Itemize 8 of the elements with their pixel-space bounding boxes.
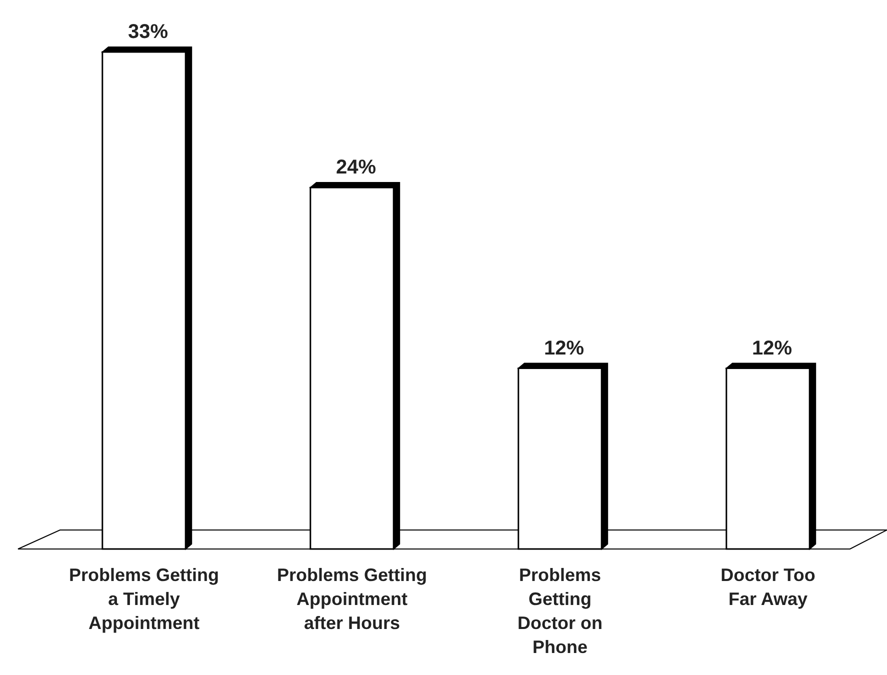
x-tick-label: Problems Getting Appointment after Hours bbox=[276, 565, 428, 633]
x-tick-label: Problems Getting a Timely Appointment bbox=[68, 565, 220, 633]
data-label: 12% bbox=[752, 337, 792, 360]
data-label: 12% bbox=[544, 337, 584, 360]
data-label: 33% bbox=[128, 21, 168, 43]
data-label: 24% bbox=[336, 156, 376, 179]
x-tick-label: Doctor Too Far Away bbox=[720, 565, 816, 609]
x-tick-label: Problems Getting Doctor on Phone bbox=[518, 565, 602, 657]
